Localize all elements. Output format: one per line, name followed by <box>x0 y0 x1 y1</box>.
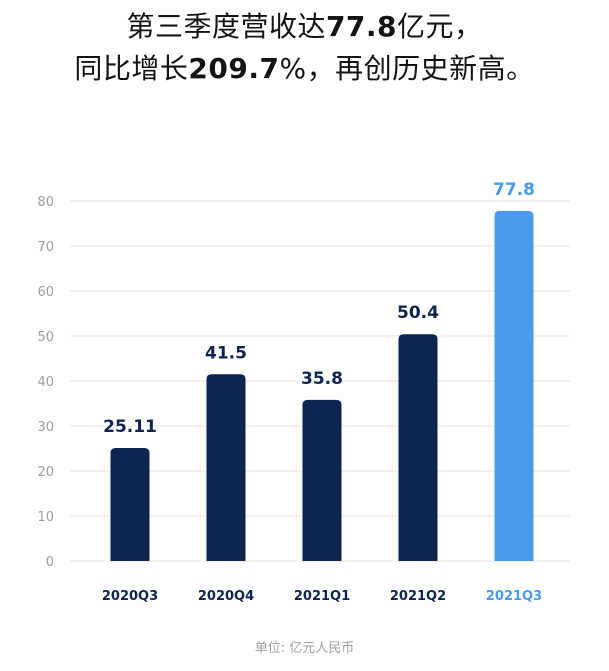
bar-2021Q3 <box>494 210 534 561</box>
y-tick-label-20: 20 <box>37 465 54 480</box>
x-tick-label-2021Q3: 2021Q3 <box>486 589 542 604</box>
x-tick-label-2021Q2: 2021Q2 <box>390 589 446 604</box>
bar-2021Q2 <box>398 334 438 561</box>
data-label-2021Q2: 50.4 <box>397 303 439 323</box>
y-tick-label-80: 80 <box>37 195 54 210</box>
headline-line-2: 同比增长209.7%，再创历史新高。 <box>0 48 609 90</box>
data-label-2020Q3: 25.11 <box>103 417 157 437</box>
headline-line-1-prefix: 第三季度营收达 <box>126 10 326 43</box>
bar-2020Q3 <box>110 448 150 561</box>
x-tick-label-2020Q3: 2020Q3 <box>102 589 158 604</box>
unit-note: 单位: 亿元人民币 <box>254 641 355 656</box>
headline-line-1-suffix: 亿元， <box>397 10 483 43</box>
headline-line-2-prefix: 同比增长 <box>74 52 189 85</box>
bar-2020Q4 <box>206 374 246 561</box>
data-label-2021Q1: 35.8 <box>301 369 343 389</box>
data-label-2020Q4: 41.5 <box>205 343 247 363</box>
headline-line-1: 第三季度营收达77.8亿元， <box>0 6 609 48</box>
y-tick-label-70: 70 <box>37 240 54 255</box>
y-tick-label-50: 50 <box>37 330 54 345</box>
y-tick-label-0: 0 <box>46 555 54 570</box>
x-tick-label-2020Q4: 2020Q4 <box>198 589 254 604</box>
y-tick-label-10: 10 <box>37 510 54 525</box>
headline: 第三季度营收达77.8亿元， 同比增长209.7%，再创历史新高。 <box>0 6 609 90</box>
bar-2021Q1 <box>302 399 342 561</box>
y-tick-label-60: 60 <box>37 285 54 300</box>
x-tick-label-2021Q1: 2021Q1 <box>294 589 350 604</box>
y-tick-label-30: 30 <box>37 420 54 435</box>
y-tick-label-40: 40 <box>37 375 54 390</box>
data-label-2021Q3: 77.8 <box>493 180 535 200</box>
headline-revenue-value: 77.8 <box>325 10 398 43</box>
headline-line-2-suffix: %，再创历史新高。 <box>279 52 535 85</box>
headline-growth-value: 209.7 <box>188 52 280 85</box>
